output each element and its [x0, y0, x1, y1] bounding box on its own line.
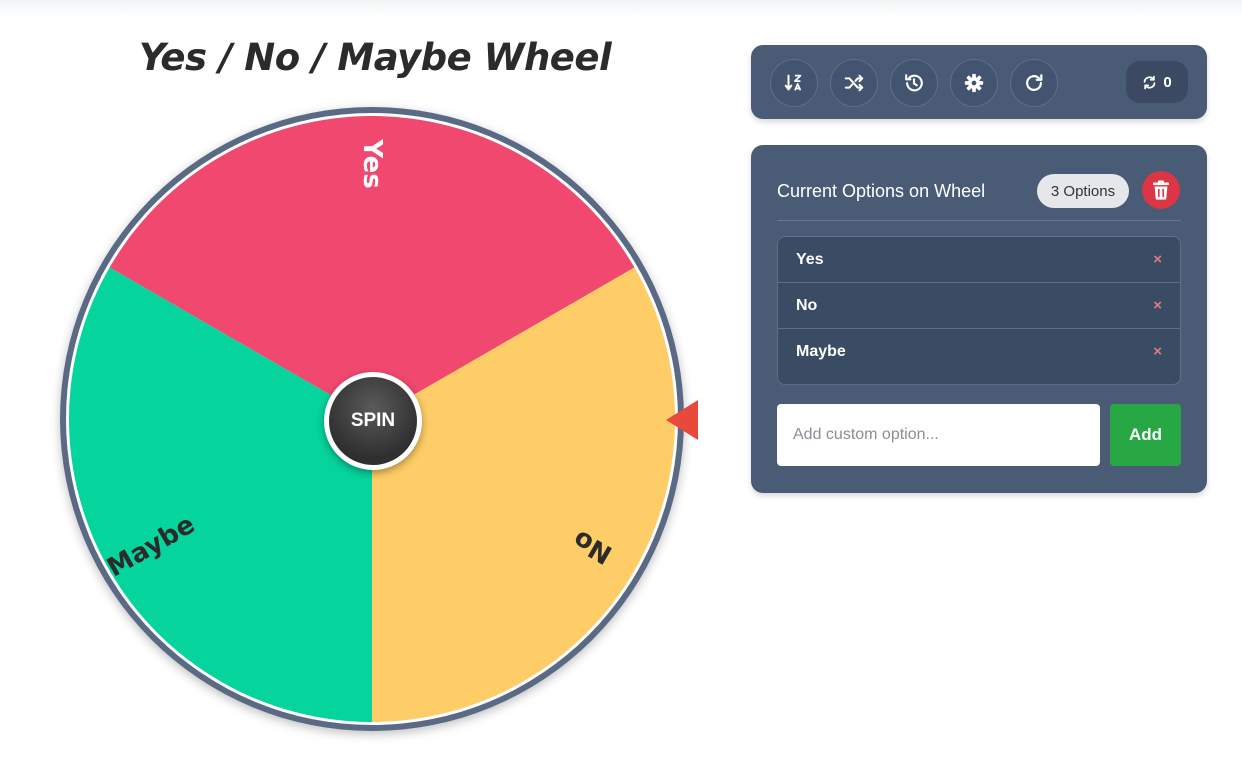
options-panel-title: Current Options on Wheel: [777, 181, 986, 201]
option-label: Yes: [796, 250, 824, 268]
custom-option-input[interactable]: [777, 404, 1100, 466]
wheel-label-yes: Yes: [357, 138, 387, 189]
sort-icon: [784, 74, 802, 91]
spin-count-badge: 0: [1126, 61, 1188, 103]
spin-count: 0: [1163, 73, 1172, 91]
options-panel: Current Options on Wheel 3 Options Yes ×…: [751, 145, 1207, 493]
option-label: No: [796, 296, 818, 314]
shuffle-icon: [844, 74, 864, 92]
option-label: Maybe: [796, 343, 846, 360]
wheel-segment-maybe: [69, 267, 373, 722]
list-item: Maybe ×: [778, 329, 1180, 375]
options-count-badge: 3 Options: [1037, 174, 1129, 208]
spin-button[interactable]: SPIN: [324, 372, 422, 470]
remove-option-button[interactable]: ×: [1153, 251, 1162, 268]
page-title: Yes / No / Maybe Wheel: [138, 36, 612, 79]
settings-button[interactable]: [950, 59, 998, 107]
options-list: Yes × No × Maybe ×: [777, 236, 1181, 385]
remove-option-button[interactable]: ×: [1153, 343, 1162, 360]
panel-divider: [777, 220, 1181, 221]
redo-icon: [1026, 74, 1043, 91]
trash-icon: [1153, 180, 1169, 200]
add-option-button[interactable]: Add: [1110, 404, 1181, 466]
history-button[interactable]: [890, 59, 938, 107]
gear-icon: [964, 73, 984, 93]
shuffle-button[interactable]: [830, 59, 878, 107]
history-icon: [905, 74, 923, 92]
wheel-area: Yes No Maybe SPIN: [60, 107, 698, 731]
redo-button[interactable]: [1010, 59, 1058, 107]
toolbar: 0: [751, 45, 1207, 119]
wheel-segment-no: [372, 267, 675, 722]
list-item: No ×: [778, 283, 1180, 329]
list-item: Yes ×: [778, 237, 1180, 283]
sort-button[interactable]: [770, 59, 818, 107]
sync-icon: [1143, 75, 1156, 89]
top-shade: [0, 0, 1242, 18]
remove-option-button[interactable]: ×: [1153, 297, 1162, 314]
wheel-pointer: [666, 400, 698, 440]
clear-options-button[interactable]: [1142, 171, 1180, 209]
